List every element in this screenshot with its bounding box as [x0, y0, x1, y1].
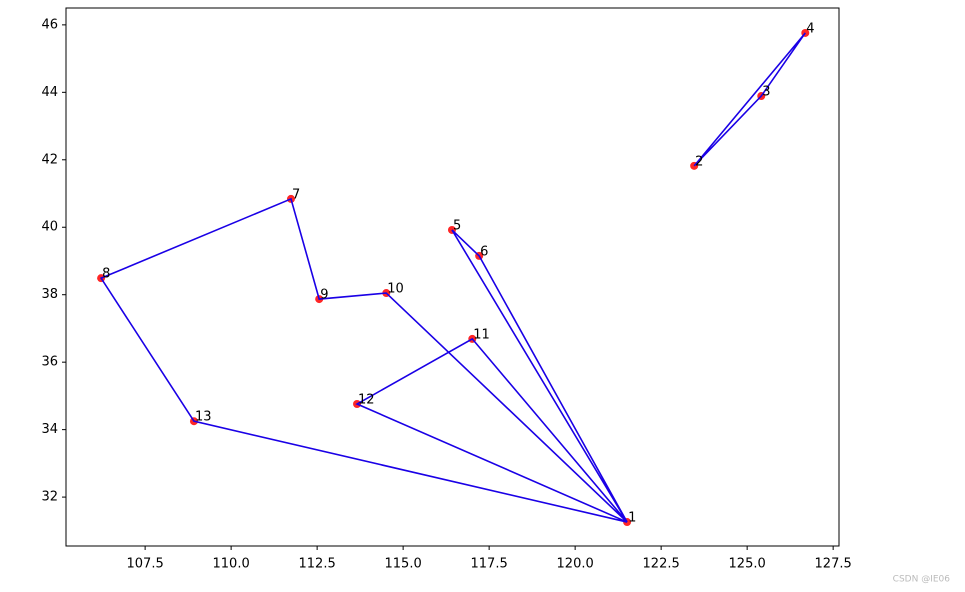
plot-frame [65, 7, 840, 547]
point-label: 13 [195, 410, 212, 425]
point-label: 10 [387, 282, 404, 297]
y-tick-label: 42 [41, 152, 58, 167]
y-tick-label: 46 [41, 17, 58, 32]
point-label: 1 [628, 511, 636, 526]
x-tick-label: 115.0 [385, 557, 422, 572]
x-tick-label: 107.5 [127, 557, 164, 572]
point-label: 11 [473, 327, 490, 342]
point-label: 2 [695, 154, 703, 169]
x-tick-label: 125.0 [729, 557, 766, 572]
x-tick-label: 117.5 [471, 557, 508, 572]
y-tick-label: 40 [41, 220, 58, 235]
x-tick-label: 112.5 [299, 557, 336, 572]
y-tick-label: 38 [41, 287, 58, 302]
point-label: 9 [320, 288, 328, 303]
point-label: 4 [806, 21, 814, 36]
route-line [99, 32, 806, 523]
y-tick-label: 32 [41, 490, 58, 505]
y-tick-label: 36 [41, 355, 58, 370]
point-label: 6 [480, 244, 488, 259]
point-label: 12 [358, 392, 375, 407]
point-label: 8 [102, 267, 110, 282]
y-tick-label: 44 [41, 85, 58, 100]
y-tick-label: 34 [41, 422, 58, 437]
watermark: CSDN @IE06 [893, 575, 951, 585]
point-label: 3 [762, 85, 770, 100]
point-label: 7 [292, 187, 300, 202]
x-tick-label: 127.5 [815, 557, 852, 572]
x-tick-label: 120.0 [557, 557, 594, 572]
x-tick-label: 110.0 [213, 557, 250, 572]
point-label: 5 [453, 218, 461, 233]
x-tick-label: 122.5 [643, 557, 680, 572]
